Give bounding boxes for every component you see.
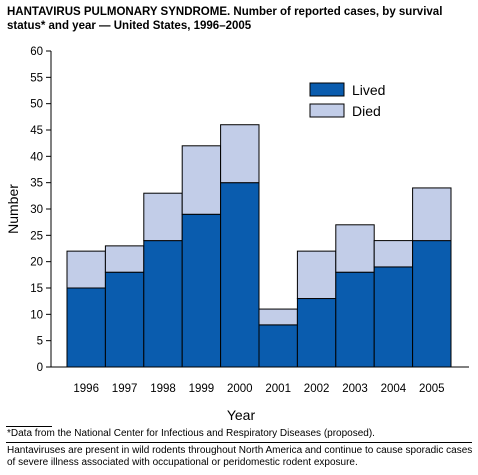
bar-died-1998 bbox=[143, 192, 183, 242]
y-tick-label: 55 bbox=[30, 72, 43, 84]
bar-died-2003 bbox=[335, 224, 375, 273]
bar-died-2005 bbox=[412, 187, 452, 242]
chart-title: HANTAVIRUS PULMONARY SYNDROME. Number of… bbox=[7, 6, 443, 32]
bar-lived-1996 bbox=[66, 287, 106, 368]
x-tick-label: 2000 bbox=[227, 383, 253, 395]
bar-lived-2000 bbox=[220, 182, 260, 368]
legend-label-lived: Lived bbox=[352, 82, 385, 98]
bar-lived-1997 bbox=[104, 271, 145, 368]
y-tick-label: 20 bbox=[30, 257, 43, 269]
bar-died-2002 bbox=[296, 250, 337, 300]
bar-lived-1999 bbox=[181, 213, 222, 368]
y-tick-label: 15 bbox=[30, 283, 43, 295]
y-tick-label: 5 bbox=[37, 336, 43, 348]
x-tick-label: 2001 bbox=[265, 383, 291, 395]
x-tick-label: 2005 bbox=[419, 383, 445, 395]
y-tick-label: 60 bbox=[30, 46, 43, 58]
y-tick-label: 25 bbox=[30, 230, 43, 242]
bars-group bbox=[66, 124, 452, 368]
legend: Lived Died bbox=[309, 82, 385, 119]
caption-divider bbox=[6, 442, 472, 443]
x-tick-label: 2002 bbox=[304, 383, 330, 395]
bar-lived-1998 bbox=[143, 240, 183, 368]
y-tick-label: 45 bbox=[30, 125, 43, 137]
bar-lived-2003 bbox=[335, 271, 375, 368]
bar-died-1999 bbox=[181, 145, 222, 215]
y-tick-label: 0 bbox=[37, 362, 43, 374]
bar-lived-2002 bbox=[296, 298, 337, 368]
legend-swatch-died bbox=[309, 103, 345, 118]
x-tick-label: 2004 bbox=[381, 383, 407, 395]
y-tick-label: 50 bbox=[30, 99, 43, 111]
bar-lived-2004 bbox=[373, 266, 414, 368]
bar-died-2000 bbox=[220, 124, 260, 184]
x-tick-label: 2003 bbox=[342, 383, 368, 395]
x-tick-label: 1996 bbox=[73, 383, 99, 395]
y-axis-label: Number bbox=[5, 184, 21, 234]
y-tick-label: 40 bbox=[30, 151, 43, 163]
x-tick-label: 1998 bbox=[150, 383, 176, 395]
x-tick-label: 1997 bbox=[112, 383, 138, 395]
y-tick-label: 35 bbox=[30, 178, 43, 190]
legend-swatch-lived bbox=[309, 82, 345, 97]
y-tick-label: 10 bbox=[30, 309, 43, 321]
legend-label-died: Died bbox=[352, 103, 381, 119]
bar-lived-2005 bbox=[412, 240, 452, 368]
bar-died-2001 bbox=[258, 308, 298, 326]
axes-group: 1996 1997 1998 1999 2000 2001 2002 2003 2004 2005… bbox=[30, 46, 469, 395]
bar-lived-2001 bbox=[258, 324, 298, 368]
y-tick-label: 30 bbox=[30, 204, 43, 216]
bar-died-1997 bbox=[104, 245, 145, 273]
caption: Hantaviruses are present in wild rodents… bbox=[7, 445, 473, 468]
bar-died-2004 bbox=[373, 240, 414, 268]
bar-died-1996 bbox=[66, 250, 106, 289]
footnote: *Data from the National Center for Infec… bbox=[7, 428, 375, 439]
footnote-divider bbox=[6, 426, 52, 427]
x-tick-label: 1999 bbox=[189, 383, 215, 395]
x-axis-label: Year bbox=[227, 407, 256, 423]
